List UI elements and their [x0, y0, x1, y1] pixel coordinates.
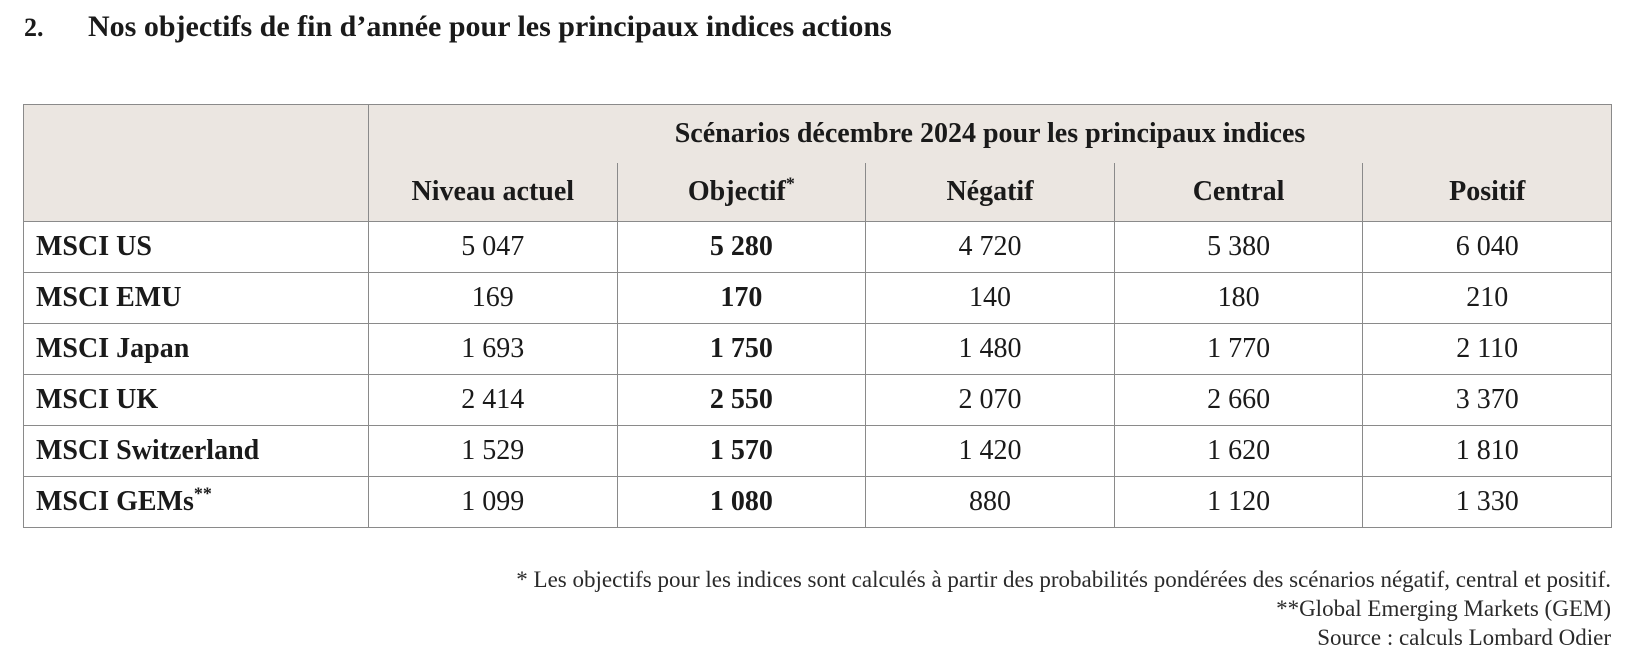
row-label: MSCI UK: [36, 384, 159, 415]
value-cell: 1 620: [1113, 425, 1364, 477]
column-header: Central: [1113, 163, 1364, 222]
row-label: MSCI EMU: [36, 282, 182, 313]
table-header: Scénarios décembre 2024 pour les princip…: [23, 104, 1613, 222]
table-row: MSCI US 5 047 5 280 4 720 5 380 6 040: [23, 221, 1613, 273]
column-header-row: Niveau actuel Objectif* Négatif Central Posi…: [24, 163, 1613, 222]
footnote-line: **Global Emerging Markets (GEM): [1276, 596, 1611, 621]
table-row: MSCI Switzerland 1 529 1 570 1 420 1 620 1 81…: [23, 425, 1613, 477]
column-header-label: Central: [1192, 176, 1285, 207]
row-label: MSCI GEMs: [36, 486, 194, 517]
column-header: Objectif*: [616, 163, 867, 222]
value-cell: 6 040: [1362, 221, 1613, 273]
row-label: MSCI US: [36, 231, 152, 262]
value-cell: 5 047: [368, 221, 618, 273]
row-label-footnote-marker: **: [193, 483, 212, 504]
value-cell: 140: [865, 272, 1115, 324]
value-cell: 1 693: [368, 323, 618, 375]
table-body: MSCI US 5 047 5 280 4 720 5 380 6 040 MSCI EMU…: [23, 221, 1613, 528]
index-targets-table: Scénarios décembre 2024 pour les princip…: [23, 104, 1613, 528]
column-header: Positif: [1362, 163, 1613, 222]
row-label-cell: MSCI GEMs**: [23, 476, 369, 528]
value-cell: 5 280: [616, 221, 867, 273]
section-heading: 2. Nos objectifs de fin d’année pour les…: [24, 10, 892, 44]
value-cell: 1 810: [1362, 425, 1613, 477]
footnotes: * Les objectifs pour les indices sont ca…: [51, 565, 1611, 652]
value-cell: 1 770: [1113, 323, 1364, 375]
section-title: Nos objectifs de fin d’année pour les pr…: [88, 10, 892, 43]
row-label: MSCI Switzerland: [36, 435, 260, 466]
column-header: Niveau actuel: [368, 163, 618, 222]
value-cell: 210: [1362, 272, 1613, 324]
value-cell: 170: [616, 272, 867, 324]
table-row: MSCI UK 2 414 2 550 2 070 2 660 3 370: [23, 374, 1613, 426]
value-cell: 5 380: [1113, 221, 1364, 273]
row-label-cell: MSCI EMU: [23, 272, 369, 324]
column-header-label: Niveau actuel: [411, 176, 575, 207]
value-cell: 180: [1113, 272, 1364, 324]
column-header: Négatif: [865, 163, 1115, 222]
value-cell: 1 099: [368, 476, 618, 528]
row-label-cell: MSCI Japan: [23, 323, 369, 375]
row-label-cell: MSCI Switzerland: [23, 425, 369, 477]
value-cell: 2 070: [865, 374, 1115, 426]
value-cell: 2 550: [616, 374, 867, 426]
value-cell: 1 529: [368, 425, 618, 477]
value-cell: 1 120: [1113, 476, 1364, 528]
header-group-row: Scénarios décembre 2024 pour les princip…: [23, 104, 1613, 222]
value-cell: 4 720: [865, 221, 1115, 273]
value-cell: 1 480: [865, 323, 1115, 375]
row-label-cell: MSCI UK: [23, 374, 369, 426]
row-label-cell: MSCI US: [23, 221, 369, 273]
section-number: 2.: [24, 13, 44, 42]
value-cell: 2 414: [368, 374, 618, 426]
value-cell: 1 420: [865, 425, 1115, 477]
table-row: MSCI Japan 1 693 1 750 1 480 1 770 2 110: [23, 323, 1613, 375]
value-cell: 1 570: [616, 425, 867, 477]
value-cell: 1 080: [616, 476, 867, 528]
value-cell: 1 330: [1362, 476, 1613, 528]
footnote-line: * Les objectifs pour les indices sont ca…: [516, 567, 1611, 592]
table-row: MSCI EMU 169 170 140 180 210: [23, 272, 1613, 324]
value-cell: 880: [865, 476, 1115, 528]
footnote-line: Source : calculs Lombard Odier: [1317, 625, 1611, 650]
value-cell: 3 370: [1362, 374, 1613, 426]
value-cell: 2 660: [1113, 374, 1364, 426]
value-cell: 169: [368, 272, 618, 324]
scenario-group-header: Scénarios décembre 2024 pour les princip…: [367, 104, 1613, 163]
header-corner-cell: [23, 104, 369, 222]
column-header-footnote-marker: *: [785, 173, 795, 194]
index-targets-table-container: Scénarios décembre 2024 pour les princip…: [23, 104, 1613, 528]
row-label: MSCI Japan: [36, 333, 190, 364]
table-row: MSCI GEMs** 1 099 1 080 880 1 120 1 330: [23, 476, 1613, 528]
value-cell: 1 750: [616, 323, 867, 375]
column-header-label: Objectif: [687, 176, 786, 207]
value-cell: 2 110: [1362, 323, 1613, 375]
column-header-label: Positif: [1449, 176, 1526, 207]
column-header-label: Négatif: [946, 176, 1034, 207]
